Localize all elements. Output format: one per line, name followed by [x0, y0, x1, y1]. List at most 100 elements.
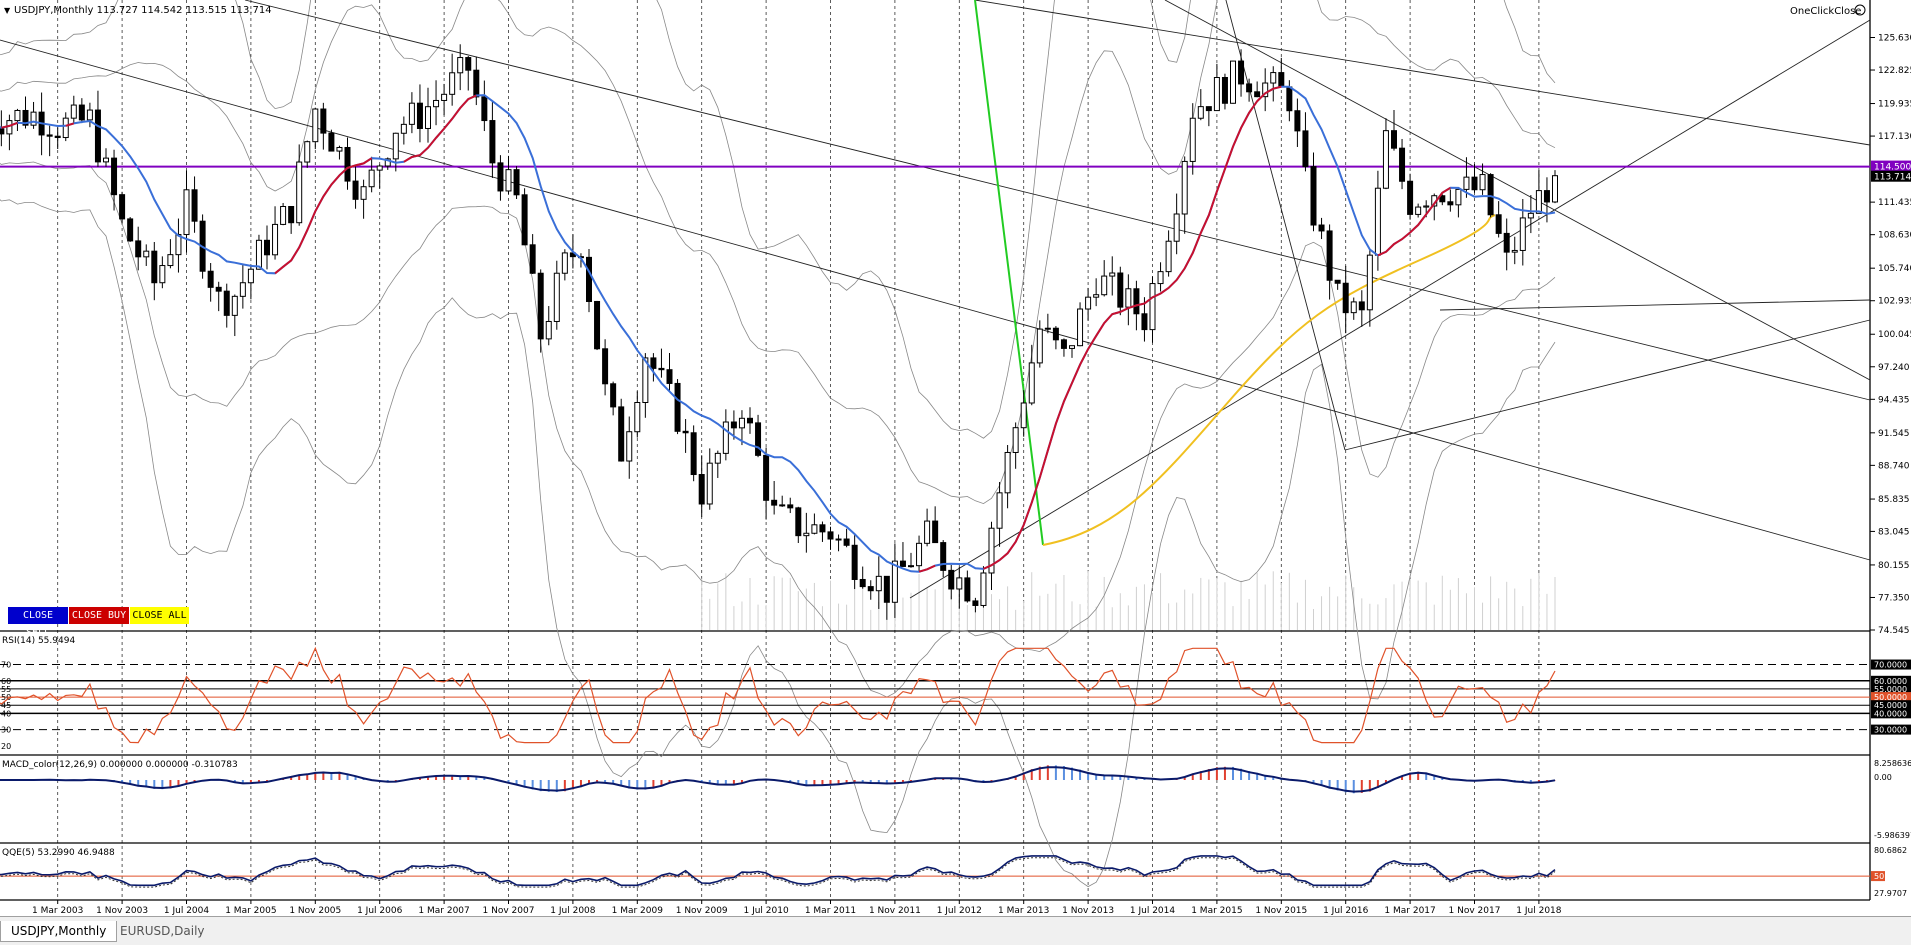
- rsi-left-label: 60: [1, 677, 11, 686]
- price-label-purple: 114.500: [1874, 163, 1911, 173]
- price-tick-label: 105.740: [1878, 264, 1911, 274]
- qqe-fast-line: [0, 855, 1556, 887]
- dropdown-icon[interactable]: ▼: [4, 6, 11, 15]
- candle-body: [449, 72, 456, 95]
- candle-body: [1093, 294, 1100, 298]
- price-tick-label: 108.630: [1878, 231, 1911, 241]
- close-sell-button[interactable]: CLOSE SELL: [8, 607, 68, 638]
- candle-body: [1077, 308, 1084, 347]
- candle-body: [497, 162, 504, 192]
- candle-body: [489, 120, 496, 164]
- candle-body: [658, 367, 665, 371]
- time-tick-label: 1 Nov 2003: [96, 906, 148, 916]
- candle-body: [545, 320, 552, 340]
- candle-body: [1503, 232, 1510, 253]
- candle-body: [1044, 327, 1051, 330]
- candle-body: [111, 157, 118, 196]
- candle-body: [1036, 328, 1043, 364]
- candle-body: [86, 109, 93, 121]
- candle-body: [626, 431, 633, 462]
- candle-body: [368, 169, 375, 188]
- time-tick-label: 1 Mar 2003: [32, 906, 83, 916]
- oneclickclose-icon[interactable]: [1854, 4, 1866, 16]
- time-tick-label: 1 Mar 2009: [612, 906, 664, 916]
- candle-body: [272, 223, 279, 256]
- qqe-slow-line: [0, 857, 1556, 888]
- trendlines: [0, 0, 1871, 599]
- candle-body: [320, 108, 327, 134]
- candle-body: [14, 109, 21, 122]
- candle-body: [433, 99, 440, 108]
- candle-body: [859, 578, 866, 588]
- candle-body: [1382, 130, 1389, 189]
- candle-body: [1125, 288, 1132, 308]
- candle-body: [215, 286, 222, 292]
- candle-body: [1479, 174, 1486, 191]
- close-buy-button[interactable]: CLOSE BUY: [69, 607, 129, 624]
- candle-body: [30, 111, 37, 126]
- candle-body: [288, 206, 295, 224]
- candle-body: [1230, 60, 1236, 104]
- price-tick-label: 91.545: [1878, 429, 1910, 439]
- candle-body: [690, 432, 697, 476]
- close-all-button[interactable]: CLOSE ALL: [130, 607, 189, 624]
- trendline: [1225, 0, 1346, 451]
- candlestick-series: [0, 44, 1558, 620]
- price-tick-label: 77.350: [1878, 593, 1910, 603]
- candle-body: [763, 454, 770, 501]
- time-tick-label: 1 Jul 2006: [357, 906, 402, 916]
- rsi-left-label: 45: [1, 701, 11, 710]
- candle-body: [1294, 110, 1301, 132]
- time-tick-label: 1 Jul 2008: [550, 906, 595, 916]
- price-label-current: 113.714: [1874, 173, 1911, 183]
- price-tick-label: 119.935: [1878, 100, 1911, 110]
- candle-body: [1366, 254, 1373, 311]
- candle-body: [803, 532, 810, 537]
- price-tick-label: 80.155: [1878, 561, 1910, 571]
- candle-body: [1052, 327, 1059, 341]
- candle-body: [1213, 77, 1220, 112]
- candle-body: [416, 102, 423, 129]
- candle-body: [698, 474, 705, 505]
- price-tick-label: 83.045: [1878, 527, 1910, 537]
- trendline: [974, 0, 1871, 146]
- candle-body: [1407, 180, 1414, 215]
- candle-body: [1471, 176, 1478, 191]
- candle-body: [62, 117, 69, 139]
- candle-body: [1109, 272, 1116, 277]
- candle-body: [1246, 83, 1253, 93]
- candle-body: [956, 577, 963, 590]
- candle-body: [980, 572, 987, 606]
- tab-eurusd-daily[interactable]: EURUSD,Daily: [120, 924, 205, 938]
- rsi-panel: 70.0000 60.000055.000050.000045.000040.00…: [0, 646, 1911, 751]
- price-tick-label: 117.130: [1878, 132, 1911, 142]
- qqe-axis-label: 50: [1874, 872, 1884, 881]
- price-tick-label: 125.630: [1878, 33, 1911, 43]
- candle-body: [1326, 230, 1333, 281]
- candle-body: [1085, 296, 1092, 310]
- rsi-title: RSI(14) 55.9494: [2, 636, 75, 646]
- candle-body: [1238, 60, 1245, 85]
- candle-body: [135, 240, 142, 258]
- macd-panel: 8.258636 0.00 -5.986397: [0, 759, 1911, 840]
- candle-body: [1415, 206, 1422, 215]
- candle-body: [1133, 288, 1140, 315]
- rsi-left-label: 70: [1, 661, 11, 670]
- candle-body: [1342, 282, 1349, 314]
- candle-body: [425, 106, 431, 129]
- candle-body: [738, 417, 745, 429]
- time-tick-label: 1 Jul 2018: [1516, 906, 1561, 916]
- ma-line-blue: [0, 85, 1556, 573]
- price-tick-label: 100.045: [1878, 330, 1911, 340]
- oneclickclose-label[interactable]: OneClickClose: [1790, 6, 1861, 17]
- price-tick-label: 85.835: [1878, 495, 1910, 505]
- tab-usdjpy-monthly[interactable]: USDJPY,Monthly: [0, 921, 118, 942]
- candle-body: [972, 600, 979, 606]
- candle-body: [1189, 117, 1196, 162]
- candle-body: [175, 234, 182, 256]
- candle-body: [537, 272, 544, 340]
- candle-body: [473, 69, 480, 98]
- candle-body: [465, 57, 472, 71]
- candle-body: [328, 132, 335, 152]
- qqe-50-badge: [1871, 871, 1885, 882]
